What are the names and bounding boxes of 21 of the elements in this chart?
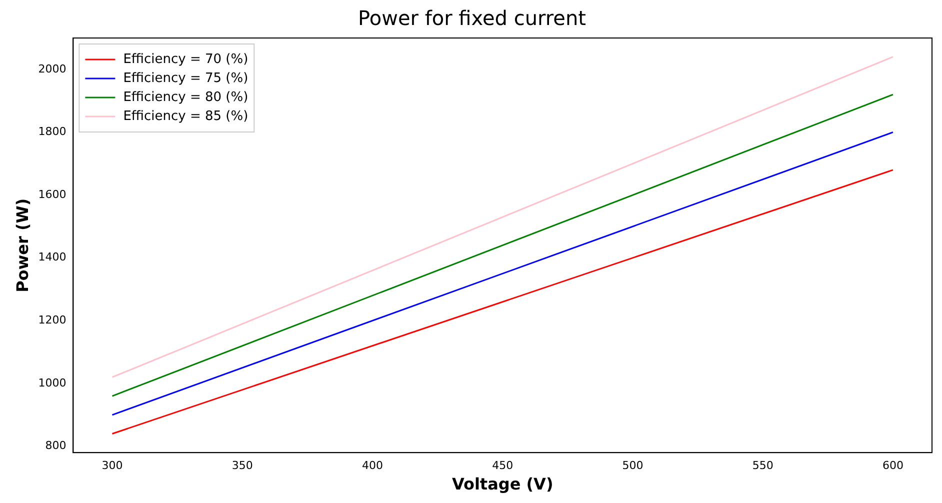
y-tick-label: 2000 xyxy=(38,62,66,76)
chart-title: Power for fixed current xyxy=(358,6,586,30)
x-tick-label: 300 xyxy=(102,459,123,472)
legend-label: Efficiency = 80 (%) xyxy=(123,90,248,105)
legend-label: Efficiency = 85 (%) xyxy=(123,108,248,124)
x-tick-label: 550 xyxy=(752,459,774,472)
y-tick-label: 1600 xyxy=(38,188,66,201)
x-tick-label: 400 xyxy=(362,459,383,472)
x-tick-label: 450 xyxy=(492,459,514,472)
y-axis-title: Power (W) xyxy=(12,198,32,292)
legend-label: Efficiency = 70 (%) xyxy=(123,52,248,67)
y-tick-label: 1000 xyxy=(38,376,66,390)
y-tick-label: 1200 xyxy=(38,314,66,327)
y-tick-label: 1400 xyxy=(38,250,66,264)
y-tick-label: 800 xyxy=(45,439,66,452)
legend-label: Efficiency = 75 (%) xyxy=(123,70,248,86)
x-tick-label: 500 xyxy=(622,459,644,472)
x-axis-title: Voltage (V) xyxy=(452,474,554,494)
x-tick-label: 350 xyxy=(232,459,253,472)
x-tick-label: 600 xyxy=(882,459,904,472)
y-tick-label: 1800 xyxy=(38,125,66,138)
